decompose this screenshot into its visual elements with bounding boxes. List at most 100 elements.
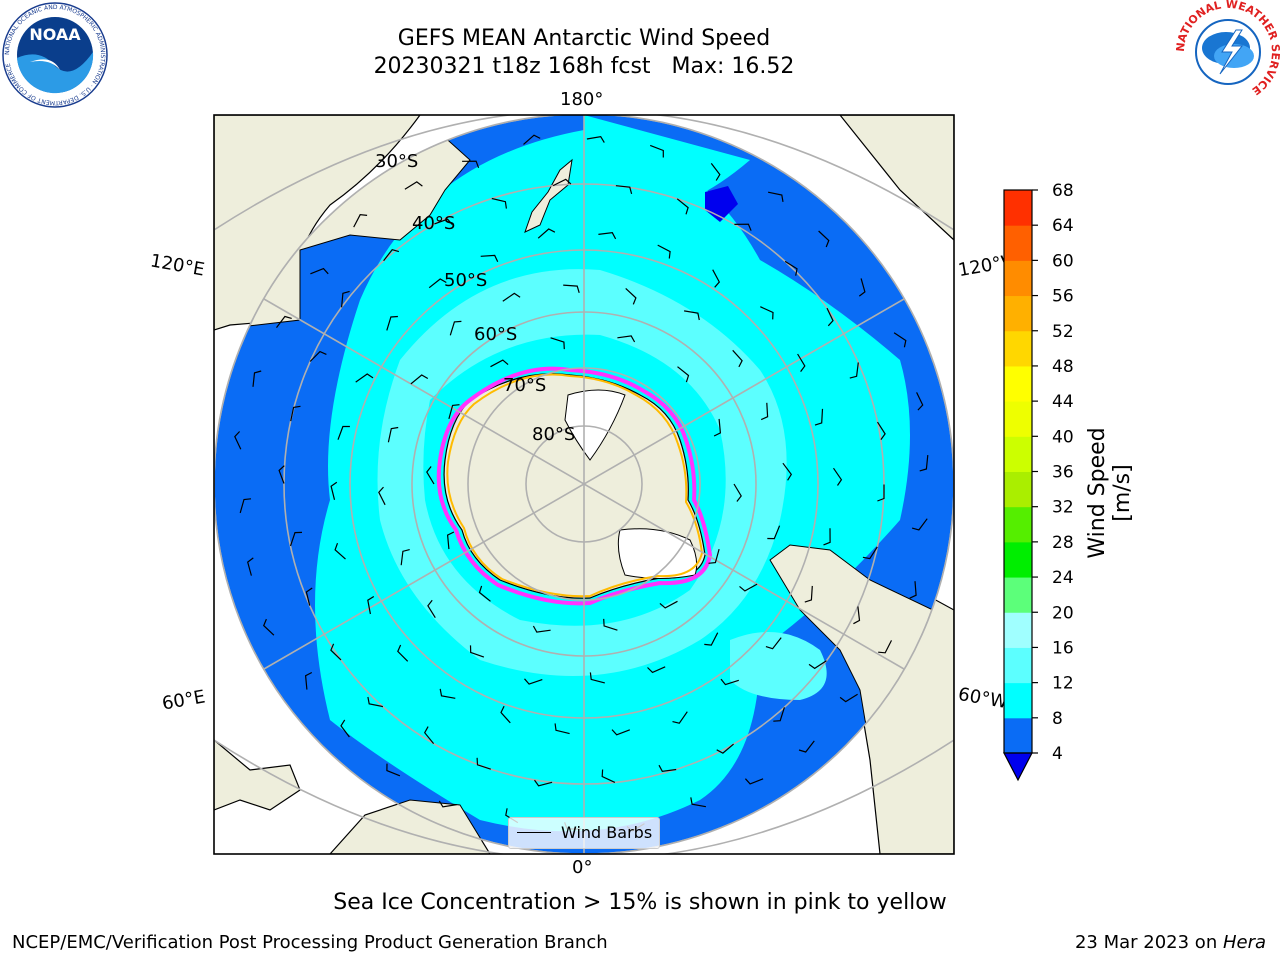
graticule — [214, 115, 954, 854]
wind-barb — [355, 373, 374, 383]
wind-barb — [849, 362, 859, 379]
colorbar-tick-label: 52 — [1052, 322, 1074, 342]
lat-label-30s: 30°S — [375, 151, 419, 172]
new-zealand — [524, 158, 573, 233]
footer-date: 23 Mar 2023 on Hera — [1075, 932, 1266, 953]
colorbar-bin — [1004, 401, 1032, 437]
wind-barb — [367, 595, 375, 615]
polar-map — [213, 114, 955, 855]
colorbar-tick-label: 20 — [1052, 603, 1074, 623]
legend-line-icon — [517, 832, 551, 833]
noaa-logo-icon: NATIONAL OCEANIC AND ATMOSPHERIC ADMINIS… — [2, 2, 108, 108]
map-frame — [213, 114, 955, 855]
wind-barb — [387, 426, 399, 443]
wind-barb — [690, 797, 707, 808]
colorbar-tick-label: 12 — [1052, 674, 1074, 694]
wind-barb — [404, 181, 423, 190]
lat-label-80s: 80°S — [532, 424, 576, 445]
wind-barb — [397, 644, 409, 662]
wind-barb — [916, 392, 924, 411]
colorbar-tick-label: 48 — [1052, 357, 1074, 377]
wind-barb — [586, 135, 605, 143]
wind-barb — [534, 779, 553, 787]
max-value-label: Max: 16.52 — [671, 54, 795, 79]
wind-barb — [625, 287, 637, 305]
wind-barb — [304, 671, 313, 690]
wind-barb — [500, 705, 511, 724]
wind-barb — [537, 228, 556, 239]
wind-barb — [672, 711, 688, 724]
wind-barb — [469, 645, 485, 658]
wind-barb — [239, 498, 252, 514]
wind-barb — [739, 583, 758, 592]
wind-barb — [310, 267, 329, 275]
wind-barb — [853, 606, 861, 625]
wind-barb — [712, 269, 721, 288]
colorbar-tick-label: 24 — [1052, 568, 1074, 588]
colorbar-bin — [1004, 647, 1032, 684]
wind-barb — [760, 402, 769, 421]
wind-barb — [289, 531, 303, 547]
wind-barb — [647, 666, 666, 674]
wind-barb — [502, 292, 521, 302]
colorbar-bin — [1004, 260, 1032, 297]
wind-barb — [340, 719, 350, 738]
wind-barb — [814, 408, 824, 426]
wind-barb — [603, 618, 618, 631]
wind-barb — [532, 625, 551, 633]
wind-barb — [708, 548, 720, 564]
graticule-outer — [214, 115, 954, 854]
wind-barb — [744, 778, 764, 785]
chart-subtitle: 20230321 t18z 168h fcst Max: 16.52 — [0, 54, 1168, 79]
colorbar-bin — [1004, 436, 1032, 472]
wind-barb — [434, 218, 453, 225]
colorbar-bin — [1004, 225, 1032, 261]
wind-barb — [330, 481, 338, 500]
wind-barb — [713, 418, 722, 437]
wind-barb — [478, 585, 491, 602]
colorbar-extend-arrow — [1003, 752, 1033, 782]
wind-barb — [234, 431, 242, 450]
wind-barb — [290, 405, 301, 422]
lon-label-60e: 60°E — [160, 686, 207, 715]
wind-barb — [337, 425, 350, 440]
wind-barb — [911, 518, 928, 531]
wind-barb — [601, 769, 616, 783]
wind-barb — [649, 144, 664, 158]
colorbar-tick-label: 60 — [1052, 251, 1074, 271]
wind-barb — [554, 723, 570, 735]
wind-barb — [480, 254, 499, 262]
lon-label-120e: 120°E — [148, 250, 207, 281]
colorbar-tick-label: 64 — [1052, 216, 1074, 236]
lat-label-60s: 60°S — [474, 324, 518, 345]
forecast-run-label: 20230321 t18z 168h fcst — [373, 54, 651, 79]
wind-barb — [877, 484, 885, 502]
wind-barbs — [234, 134, 929, 832]
wind-barb — [247, 557, 254, 576]
colorbar-bin — [1004, 471, 1032, 508]
wind-barb — [798, 740, 815, 753]
colorbar-tick-label: 28 — [1052, 533, 1074, 553]
wind-barb — [716, 743, 734, 754]
wind-barb — [733, 483, 742, 502]
wind-barb — [797, 353, 806, 372]
map-legend: Wind Barbs — [508, 817, 660, 849]
colorbar-tick-label: 40 — [1052, 427, 1074, 447]
wind-barb — [589, 672, 605, 684]
wind-barb — [676, 198, 689, 215]
wind-barb — [767, 525, 781, 540]
ross-ice-shelf — [564, 389, 626, 461]
wind-barb — [439, 688, 456, 699]
wind-barb — [490, 359, 509, 368]
wind-barb — [386, 315, 398, 331]
wind-barb — [704, 632, 719, 646]
colorbar-bin — [1004, 330, 1032, 367]
wind-barb — [862, 546, 878, 560]
wind-barb — [563, 284, 580, 293]
wind-barb — [826, 307, 834, 327]
wind-barb — [400, 549, 410, 566]
colorbar-bins — [1004, 190, 1032, 754]
wind-barb — [784, 260, 798, 276]
wind-barb — [426, 466, 435, 485]
colorbar-bin — [1004, 682, 1032, 719]
